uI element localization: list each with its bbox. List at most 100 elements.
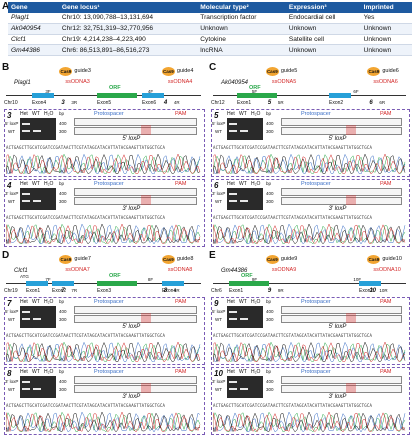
primer-f: 3F xyxy=(45,89,51,94)
chromatogram xyxy=(6,223,201,244)
loxp-label: 3′ loxP xyxy=(328,206,347,212)
cell-type: Transcription factor xyxy=(197,13,286,24)
loxp-insert-box xyxy=(140,313,151,323)
bp-300: 300 xyxy=(59,387,67,392)
cell-locus: Chr10: 13,090,788–13,131,694 xyxy=(58,13,198,24)
gel-band xyxy=(229,123,237,125)
allele-loxp: 5′ loxP xyxy=(5,309,19,314)
chromatogram xyxy=(6,153,201,174)
trace-2 xyxy=(213,153,406,174)
table-row: Plagl1 Chr10: 13,090,788–13,131,694 Tran… xyxy=(8,13,412,24)
exon-label: Exon6 xyxy=(142,100,157,106)
ssodna-label: ssODNA8 xyxy=(167,267,193,273)
header-gene: Gene xyxy=(8,2,59,13)
protospacer-label: Protospacer xyxy=(94,181,124,187)
primer-f: 9F xyxy=(251,277,258,282)
chromosome-label: Chr12 xyxy=(211,100,225,106)
header-imprinted: Imprinted xyxy=(360,2,412,13)
pam-label: PAM xyxy=(175,299,187,305)
loxp-insert-box xyxy=(346,313,357,323)
guide-label: guide4 xyxy=(176,68,194,74)
guide-label: guide9 xyxy=(280,256,298,262)
trace-3 xyxy=(213,341,406,362)
protospacer-label: Protospacer xyxy=(301,369,331,375)
cas9-icon: Cas9 xyxy=(59,255,73,264)
ssodna-label: ssODNA3 xyxy=(65,79,90,85)
gel-band xyxy=(22,388,30,390)
edited-seq xyxy=(281,385,402,393)
sequence-text: ACTGAGCTTGCATCGATCCGATAACTTCGTATAGCATACA… xyxy=(6,403,166,408)
primer-r: 6R xyxy=(379,100,386,105)
bp-400: 400 xyxy=(59,121,67,126)
chromatogram xyxy=(213,411,406,432)
sequence-text: ACTGAGCTTGCATCGATCCGATAACTTCGTATAGCATACA… xyxy=(213,215,373,220)
table-header-row: Gene Gene locus¹ Molecular type² Express… xyxy=(8,2,412,13)
edited-seq xyxy=(281,315,402,323)
bp-label: bp xyxy=(266,111,272,116)
loxp-label: 5′ loxP xyxy=(122,324,141,330)
gene-name: Gm44386 xyxy=(221,268,248,274)
loxp-label: 5′ loxP xyxy=(122,136,141,142)
lane-wt: WT xyxy=(239,111,247,117)
ssodna-label: ssODNA10 xyxy=(373,267,401,273)
sequence-text: ACTGAGCTTGCATCGATCCGATAACTTCGTATAGCATACA… xyxy=(213,403,373,408)
cell-imprinted: Unknown xyxy=(360,34,412,46)
ssodna-label: ssODNA6 xyxy=(373,79,398,85)
allele-loxp: 5′ loxP xyxy=(212,309,226,314)
lane-wt: WT xyxy=(32,369,40,375)
guide-label: guide3 xyxy=(74,68,91,74)
loxp-insert-box xyxy=(140,195,151,205)
ssodna-label: ssODNA9 xyxy=(271,267,297,273)
exon-box xyxy=(26,281,48,286)
protospacer-label: Protospacer xyxy=(94,111,124,117)
gel-band xyxy=(240,200,248,202)
protospacer-label: Protospacer xyxy=(94,369,124,375)
cell-imprinted: Unknown xyxy=(360,23,412,35)
lane-h2o: H₂O xyxy=(251,369,261,375)
gel-band xyxy=(229,200,237,202)
gel-band xyxy=(229,311,237,313)
bp-label: bp xyxy=(59,299,65,304)
lane-h2o: H₂O xyxy=(251,111,261,117)
loxp-label: 3′ loxP xyxy=(122,206,141,212)
bp-300: 300 xyxy=(59,199,67,204)
cas9-icon: Cas9 xyxy=(265,67,279,76)
header-locus: Gene locus¹ xyxy=(58,2,198,13)
lane-wt: WT xyxy=(239,369,247,375)
exon-label: Exon3 xyxy=(97,288,112,294)
table-row: Clcf1 Chr19: 4,214,238–4,223,490 Cytokin… xyxy=(8,34,412,46)
cell-expression: Unknown xyxy=(285,44,361,57)
pam-label: PAM xyxy=(380,111,392,117)
gene-backbone xyxy=(213,283,406,284)
bp-300: 300 xyxy=(59,129,67,134)
loxp-insert-box xyxy=(140,125,151,135)
allele-wt: WT xyxy=(215,387,222,392)
protospacer-label: Protospacer xyxy=(301,299,331,305)
reference-seq xyxy=(74,306,197,314)
chromosome-label: Chr6 xyxy=(211,288,222,294)
primer-r: 9R xyxy=(277,288,284,293)
cell-expression: Unknown xyxy=(285,23,361,35)
allele-wt: WT xyxy=(215,199,222,204)
table-row: Ak040954 Chr12: 32,751,319–32,770,956 Un… xyxy=(8,23,412,35)
guide-label: guide5 xyxy=(280,68,298,74)
bp-400: 400 xyxy=(266,191,274,196)
pam-label: PAM xyxy=(175,111,187,117)
lane-wt: WT xyxy=(239,299,247,305)
gel-band xyxy=(240,130,248,132)
bp-label: bp xyxy=(59,111,65,116)
lane-het: Het xyxy=(227,369,235,375)
gel-image xyxy=(20,188,56,210)
bp-label: bp xyxy=(266,369,272,374)
gene-name: Ak040954 xyxy=(221,80,249,86)
edited-seq xyxy=(74,127,197,135)
lane-het: Het xyxy=(20,181,28,187)
cell-gene: Ak040954 xyxy=(8,23,59,35)
chromatogram xyxy=(213,341,406,362)
bp-300: 300 xyxy=(266,387,274,392)
gel-image xyxy=(227,188,263,210)
primer-r: 8R xyxy=(173,288,180,293)
exon-label: Exon2 xyxy=(359,288,374,294)
gene-name: Plagl1 xyxy=(14,80,31,86)
panel-number: 10 xyxy=(214,369,223,378)
